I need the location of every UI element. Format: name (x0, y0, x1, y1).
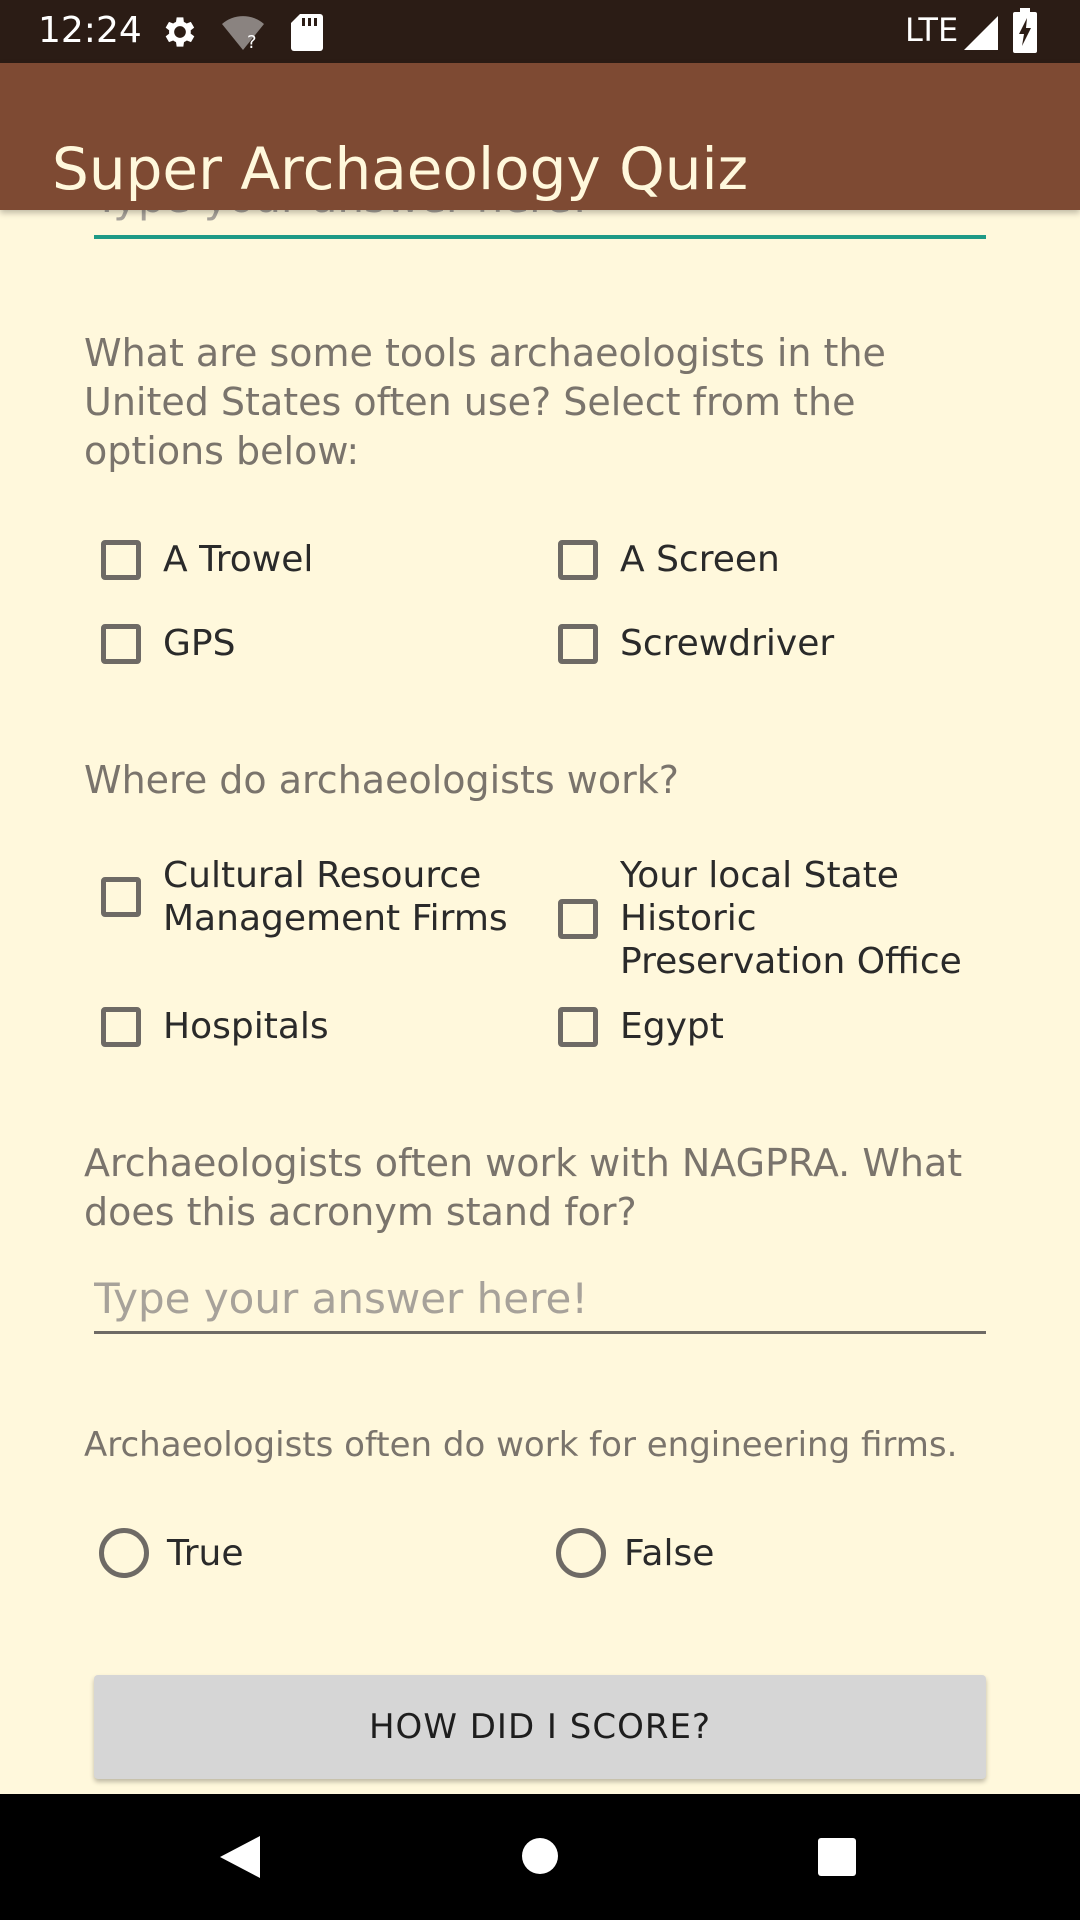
hospitals-checkbox[interactable] (101, 1006, 141, 1047)
question-engineering: Archaeologists often do work for enginee… (84, 1425, 958, 1465)
nagpra-answer-underline (94, 1331, 986, 1334)
option-label: Hospitals (163, 1006, 329, 1047)
score-button[interactable]: HOW DID I SCORE? (94, 1675, 986, 1779)
back-icon[interactable] (218, 1834, 262, 1880)
option-label: Screwdriver (620, 623, 835, 664)
question-workplaces: Where do archaeologists work? (84, 758, 679, 802)
previous-answer-underline (94, 235, 986, 239)
wifi-unknown-icon: ? (222, 16, 264, 52)
option-label: Cultural Resource Management Firms (163, 855, 508, 939)
shpo-checkbox[interactable] (558, 898, 598, 939)
screwdriver-checkbox[interactable] (558, 623, 598, 664)
signal-icon (964, 16, 998, 50)
quiz-content[interactable]: What are some tools archaeologists in th… (0, 210, 1080, 1794)
trowel-checkbox[interactable] (101, 539, 141, 580)
previous-answer-input[interactable] (94, 210, 986, 227)
option-crm-firms[interactable]: Cultural Resource Management Firms (101, 854, 521, 940)
home-icon[interactable] (520, 1836, 560, 1876)
battery-charging-icon (1013, 8, 1037, 53)
nagpra-answer-input[interactable] (94, 1268, 986, 1328)
network-type: LTE (905, 11, 959, 49)
question-tools: What are some tools archaeologists in th… (84, 331, 886, 473)
option-label: GPS (163, 623, 236, 664)
question-nagpra: Archaeologists often work with NAGPRA. W… (84, 1141, 963, 1234)
navigation-bar (0, 1794, 1080, 1920)
gps-checkbox[interactable] (101, 623, 141, 664)
option-screen[interactable]: A Screen (558, 538, 780, 581)
sd-card-icon (291, 14, 323, 51)
option-label: True (167, 1532, 244, 1574)
status-bar: 12:24 ? LTE (0, 0, 1080, 63)
recents-icon[interactable] (817, 1837, 857, 1877)
app-bar: Super Archaeology Quiz (0, 63, 1080, 210)
app-title: Super Archaeology Quiz (52, 135, 749, 203)
settings-icon (165, 17, 195, 47)
option-hospitals[interactable]: Hospitals (101, 1005, 329, 1048)
option-label: A Trowel (163, 539, 314, 580)
option-screwdriver[interactable]: Screwdriver (558, 622, 834, 665)
option-label: False (624, 1532, 715, 1574)
screen-checkbox[interactable] (558, 539, 598, 580)
option-gps[interactable]: GPS (101, 622, 235, 665)
option-label: A Screen (620, 539, 780, 580)
option-egypt[interactable]: Egypt (558, 1005, 724, 1048)
egypt-checkbox[interactable] (558, 1006, 598, 1047)
svg-text:?: ? (247, 32, 257, 52)
option-true[interactable]: True (99, 1528, 243, 1578)
option-false[interactable]: False (556, 1528, 714, 1578)
crm-firms-checkbox[interactable] (101, 877, 141, 917)
option-label: Your local State Historic Preservation O… (620, 855, 962, 982)
status-time: 12:24 (38, 10, 142, 51)
option-shpo[interactable]: Your local State Historic Preservation O… (558, 854, 988, 983)
true-radio[interactable] (99, 1528, 149, 1578)
option-label: Egypt (620, 1006, 724, 1047)
false-radio[interactable] (556, 1528, 606, 1578)
option-trowel[interactable]: A Trowel (101, 538, 313, 581)
